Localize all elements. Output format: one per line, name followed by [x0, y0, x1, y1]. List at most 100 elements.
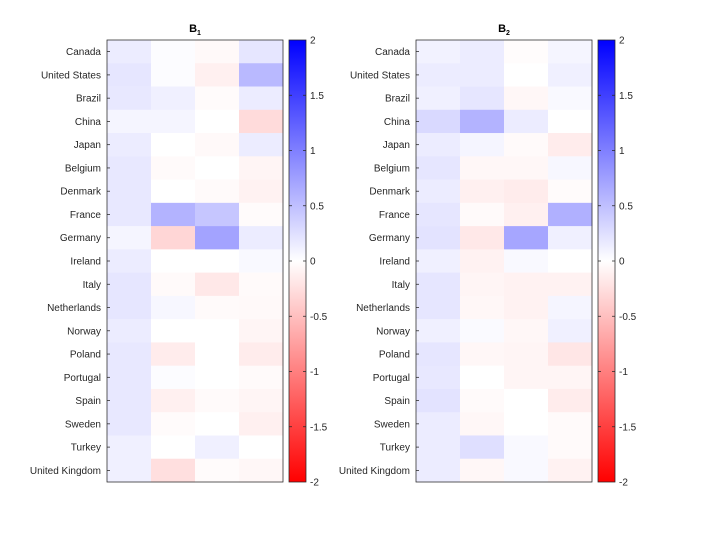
heatmap-cell-1-13-3 — [239, 342, 284, 366]
heatmap-cell-2-8-0 — [416, 226, 461, 250]
heatmap-cell-1-9-1 — [151, 249, 196, 273]
heatmap-cell-1-8-3 — [239, 226, 284, 250]
row-label-2-10: Italy — [392, 280, 410, 291]
row-label-2-18: United Kingdom — [339, 466, 410, 477]
heatmap-cell-2-3-2 — [504, 109, 549, 134]
colorbar-tick-label-2-0: 2 — [619, 36, 625, 47]
heatmap-cell-1-2-3 — [239, 86, 284, 111]
heatmap-cell-1-11-2 — [195, 295, 240, 320]
heatmap-cell-2-3-0 — [416, 109, 461, 134]
chart-title-1: B1 — [189, 23, 201, 37]
heatmap-cell-2-6-0 — [416, 179, 461, 204]
heatmap-cell-1-3-0 — [107, 109, 152, 134]
heatmap-cell-2-3-3 — [548, 109, 593, 134]
row-label-1-10: Italy — [83, 280, 101, 291]
heatmap-cell-1-14-0 — [107, 365, 152, 390]
heatmap-cell-1-4-2 — [195, 133, 240, 157]
heatmap-cell-2-10-3 — [548, 272, 593, 297]
heatmap-cell-2-5-0 — [416, 156, 461, 180]
heatmap-cell-1-11-1 — [151, 295, 196, 320]
colorbar-tick-label-1-5: -0.5 — [310, 312, 328, 323]
heatmap-cell-2-18-2 — [504, 458, 549, 483]
row-label-1-18: United Kingdom — [30, 466, 101, 477]
heatmap-cell-1-15-2 — [195, 388, 240, 413]
heatmap-cell-2-9-3 — [548, 249, 593, 273]
heatmap-cell-2-13-1 — [460, 342, 505, 366]
heatmap-cell-1-2-2 — [195, 86, 240, 111]
heatmap-cell-2-12-1 — [460, 319, 505, 343]
heatmap-cell-1-8-0 — [107, 226, 152, 250]
heatmap-cell-2-18-1 — [460, 458, 505, 483]
heatmap-cell-1-4-3 — [239, 133, 284, 157]
colorbar-tick-label-2-7: -1.5 — [619, 422, 637, 433]
heatmap-cell-1-1-2 — [195, 63, 240, 87]
heatmap-cell-2-3-1 — [460, 109, 505, 134]
heatmap-cell-2-14-0 — [416, 365, 461, 390]
heatmap-cell-2-16-2 — [504, 412, 549, 436]
heatmap-cell-1-14-2 — [195, 365, 240, 390]
heatmap-cell-1-16-3 — [239, 412, 284, 436]
heatmap-cell-2-13-3 — [548, 342, 593, 366]
heatmap-cell-2-1-2 — [504, 63, 549, 87]
heatmap-cell-2-9-1 — [460, 249, 505, 273]
row-label-2-6: Denmark — [369, 187, 411, 198]
heatmap-cell-1-10-2 — [195, 272, 240, 297]
row-label-2-2: Brazil — [385, 94, 410, 105]
row-label-1-1: United States — [41, 70, 101, 81]
row-label-2-7: France — [379, 210, 411, 221]
heatmap-cell-1-12-2 — [195, 319, 240, 343]
colorbar-tick-label-2-2: 1 — [619, 146, 625, 157]
heatmap-cell-1-5-0 — [107, 156, 152, 180]
heatmap-cell-1-3-1 — [151, 109, 196, 134]
heatmap-cell-1-12-0 — [107, 319, 152, 343]
heatmap-cell-2-1-3 — [548, 63, 593, 87]
row-label-1-4: Japan — [74, 140, 101, 151]
row-label-1-2: Brazil — [76, 94, 101, 105]
row-label-2-11: Netherlands — [356, 303, 410, 314]
heatmap-cell-2-18-3 — [548, 458, 593, 483]
heatmap-cell-1-18-2 — [195, 458, 240, 483]
row-label-2-4: Japan — [383, 140, 410, 151]
heatmap-cell-1-7-2 — [195, 202, 240, 227]
heatmap-cell-1-18-1 — [151, 458, 196, 483]
heatmap-cell-1-13-2 — [195, 342, 240, 366]
colorbar-tick-label-2-8: -2 — [619, 478, 628, 489]
heatmap-cell-2-10-2 — [504, 272, 549, 297]
colorbar-tick-label-1-7: -1.5 — [310, 422, 328, 433]
colorbar-tick-label-1-3: 0.5 — [310, 201, 324, 212]
heatmap-cell-2-11-0 — [416, 295, 461, 320]
heatmap-panel-2: Canada United States Brazil China Japan Belgi… — [339, 23, 637, 489]
heatmap-cell-2-10-1 — [460, 272, 505, 297]
row-label-2-3: China — [384, 117, 411, 128]
heatmap-cell-1-15-1 — [151, 388, 196, 413]
row-label-1-3: China — [75, 117, 102, 128]
row-label-1-0: Canada — [66, 47, 101, 58]
heatmap-cell-2-2-1 — [460, 86, 505, 111]
heatmap-cell-1-3-2 — [195, 109, 240, 134]
heatmap-cell-1-17-2 — [195, 435, 240, 460]
row-label-2-14: Portugal — [373, 373, 410, 384]
heatmap-cell-2-7-2 — [504, 202, 549, 227]
heatmap-cell-1-8-2 — [195, 226, 240, 250]
heatmap-cell-1-7-3 — [239, 202, 284, 227]
colorbar-tick-label-1-1: 1.5 — [310, 91, 324, 102]
heatmap-cell-2-7-1 — [460, 202, 505, 227]
row-label-2-1: United States — [350, 70, 410, 81]
heatmap-cell-1-1-1 — [151, 63, 196, 87]
heatmap-cell-2-17-1 — [460, 435, 505, 460]
heatmap-cell-2-9-2 — [504, 249, 549, 273]
heatmap-cell-2-16-3 — [548, 412, 593, 436]
heatmap-cell-1-5-3 — [239, 156, 284, 180]
heatmap-cell-2-13-0 — [416, 342, 461, 366]
heatmap-cell-2-1-0 — [416, 63, 461, 87]
row-label-2-16: Sweden — [374, 419, 410, 430]
heatmap-cell-1-0-0 — [107, 40, 152, 64]
colorbar-tick-label-1-0: 2 — [310, 36, 316, 47]
row-label-1-7: France — [70, 210, 102, 221]
row-label-2-15: Spain — [384, 396, 410, 407]
heatmap-cell-1-18-3 — [239, 458, 284, 483]
heatmap-cell-1-14-3 — [239, 365, 284, 390]
heatmap-cell-1-2-0 — [107, 86, 152, 111]
row-label-1-16: Sweden — [65, 419, 101, 430]
heatmap-cell-1-16-2 — [195, 412, 240, 436]
